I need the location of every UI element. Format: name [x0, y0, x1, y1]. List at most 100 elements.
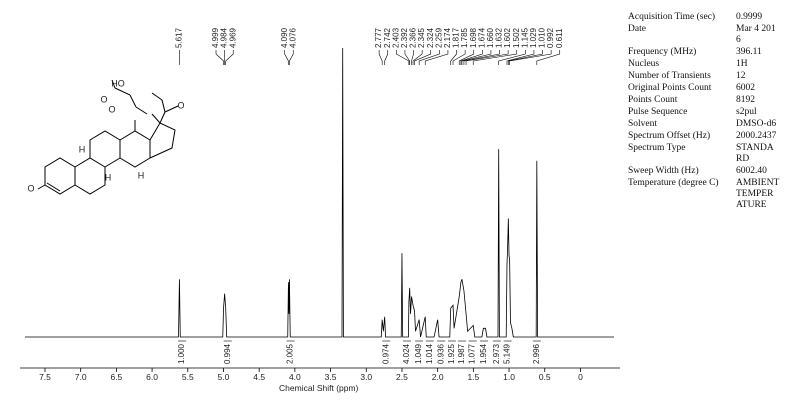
- peak-connector: [508, 50, 543, 65]
- parameter-value: s2pul: [736, 107, 757, 117]
- parameter-table: Acquisition Time (sec) 0.9999 Date Mar 4 20…: [628, 12, 784, 212]
- parameter-value: AMBIENT TEMPERATURE: [736, 178, 780, 210]
- integral-label: 2.996: [532, 343, 541, 364]
- x-tick-label: 7.5: [39, 372, 51, 382]
- x-tick-label: 0.5: [539, 372, 551, 382]
- parameter-name: Spectrum Type: [628, 143, 686, 153]
- peak-connector: [412, 50, 423, 65]
- x-tick-label: 4.5: [253, 372, 265, 382]
- parameter-row: Temperature (degree C) AMBIENT TEMPERATUR…: [628, 178, 784, 211]
- integral-label: 1.000: [177, 343, 186, 364]
- x-tick-label: 7.0: [75, 372, 87, 382]
- parameter-name: Points Count: [628, 95, 678, 105]
- parameter-name: Acquisition Time (sec): [628, 12, 716, 22]
- integral-label: 0.994: [223, 343, 232, 364]
- peak-connector: [378, 50, 383, 65]
- parameter-name: Number of Transients: [628, 71, 711, 81]
- parameter-row: Acquisition Time (sec) 0.9999: [628, 12, 784, 23]
- atom-label: H: [105, 172, 112, 182]
- peak-connector: [461, 50, 492, 65]
- peak-label: 2.174: [443, 27, 452, 48]
- integral-label: 1.925: [447, 343, 456, 364]
- parameter-row: Points Count 8192: [628, 95, 784, 106]
- peak-label: 1.145: [520, 27, 529, 48]
- x-tick-label: 6.0: [146, 372, 158, 382]
- parameter-row: Date Mar 4 2016: [628, 24, 784, 46]
- peak-label: 1.785: [460, 27, 469, 48]
- integral-label: 0.974: [381, 343, 390, 364]
- parameter-value: 8192: [736, 95, 755, 105]
- peak-connector: [225, 50, 234, 65]
- peak-label: 4.969: [228, 27, 237, 48]
- parameter-row: Solvent DMSO-d6: [628, 119, 784, 130]
- peak-connector: [452, 50, 466, 65]
- parameter-row: Original Points Count 6002: [628, 83, 784, 94]
- parameter-value: Mar 4 2016: [736, 24, 776, 45]
- parameter-row: Spectrum Type STANDARD: [628, 143, 784, 165]
- x-tick-label: 2.0: [432, 372, 444, 382]
- atom-label: HO: [111, 78, 125, 88]
- integral-label: 0.936: [436, 343, 445, 364]
- peak-connector: [460, 50, 483, 65]
- integral-label: 1.987: [457, 343, 466, 364]
- peak-label: 1.602: [503, 27, 512, 48]
- peak-label: 2.742: [383, 27, 392, 48]
- peak-connector: [509, 50, 552, 65]
- peak-connector: [289, 50, 294, 65]
- peak-label: 1.817: [452, 27, 461, 48]
- x-tick-label: 3.5: [325, 372, 337, 382]
- integral-label: 1.077: [468, 343, 477, 364]
- peak-connector: [472, 50, 518, 65]
- peak-connector: [396, 50, 410, 65]
- peak-connector: [536, 50, 561, 65]
- integral-label: 1.954: [479, 343, 488, 364]
- peak-label: 1.660: [486, 27, 495, 48]
- peak-label: 4.076: [288, 27, 297, 48]
- parameter-name: Temperature (degree C): [628, 178, 719, 188]
- atom-label: H: [138, 170, 145, 180]
- parameter-value: 2000.2437: [736, 131, 777, 141]
- peak-label: 1.010: [538, 27, 547, 48]
- x-tick-label: 4.0: [289, 372, 301, 382]
- integral-label: 2.973: [492, 343, 501, 364]
- integral-label: 2.005: [286, 343, 295, 364]
- peak-label: 2.777: [374, 27, 383, 48]
- x-tick-label: 3.0: [360, 372, 372, 382]
- peak-label: 2.392: [400, 27, 409, 48]
- peak-label: 2.259: [434, 27, 443, 48]
- parameter-value: STANDARD: [736, 143, 774, 164]
- peak-connector: [215, 50, 224, 65]
- peak-connector: [458, 50, 475, 65]
- parameter-name: Original Points Count: [628, 83, 712, 93]
- parameter-row: Number of Transients 12: [628, 71, 784, 82]
- peak-label: 2.403: [391, 27, 400, 48]
- atom-label: O: [177, 100, 184, 110]
- parameter-name: Spectrum Offset (Hz): [628, 131, 711, 141]
- parameter-row: Frequency (MHz) 396.11: [628, 47, 784, 58]
- parameter-row: Pulse Sequence s2pul: [628, 107, 784, 118]
- peak-connector: [424, 50, 449, 65]
- parameter-value: 396.11: [736, 47, 762, 57]
- parameter-name: Pulse Sequence: [628, 107, 688, 117]
- integral-label: 1.049: [414, 343, 423, 364]
- peak-connector: [450, 50, 457, 65]
- peak-label: 1.029: [529, 27, 538, 48]
- peak-label: 4.090: [280, 27, 289, 48]
- integral-label: 1.014: [425, 343, 434, 364]
- parameter-value: 1H: [736, 59, 748, 69]
- x-tick-label: 2.5: [396, 372, 408, 382]
- parameter-value: 12: [736, 71, 746, 81]
- structure: [37, 79, 179, 195]
- peak-connector: [418, 50, 440, 65]
- peak-connector: [284, 50, 289, 65]
- parameter-name: Date: [628, 24, 646, 34]
- peak-label: 4.999: [211, 27, 220, 48]
- x-tick-label: 6.5: [110, 372, 122, 382]
- peak-label: 2.324: [426, 27, 435, 48]
- peak-connector: [414, 50, 432, 65]
- peak-label: 1.674: [477, 27, 486, 48]
- parameter-row: Sweep Width (Hz) 6002.40: [628, 166, 784, 177]
- x-tick-label: 0: [578, 372, 583, 382]
